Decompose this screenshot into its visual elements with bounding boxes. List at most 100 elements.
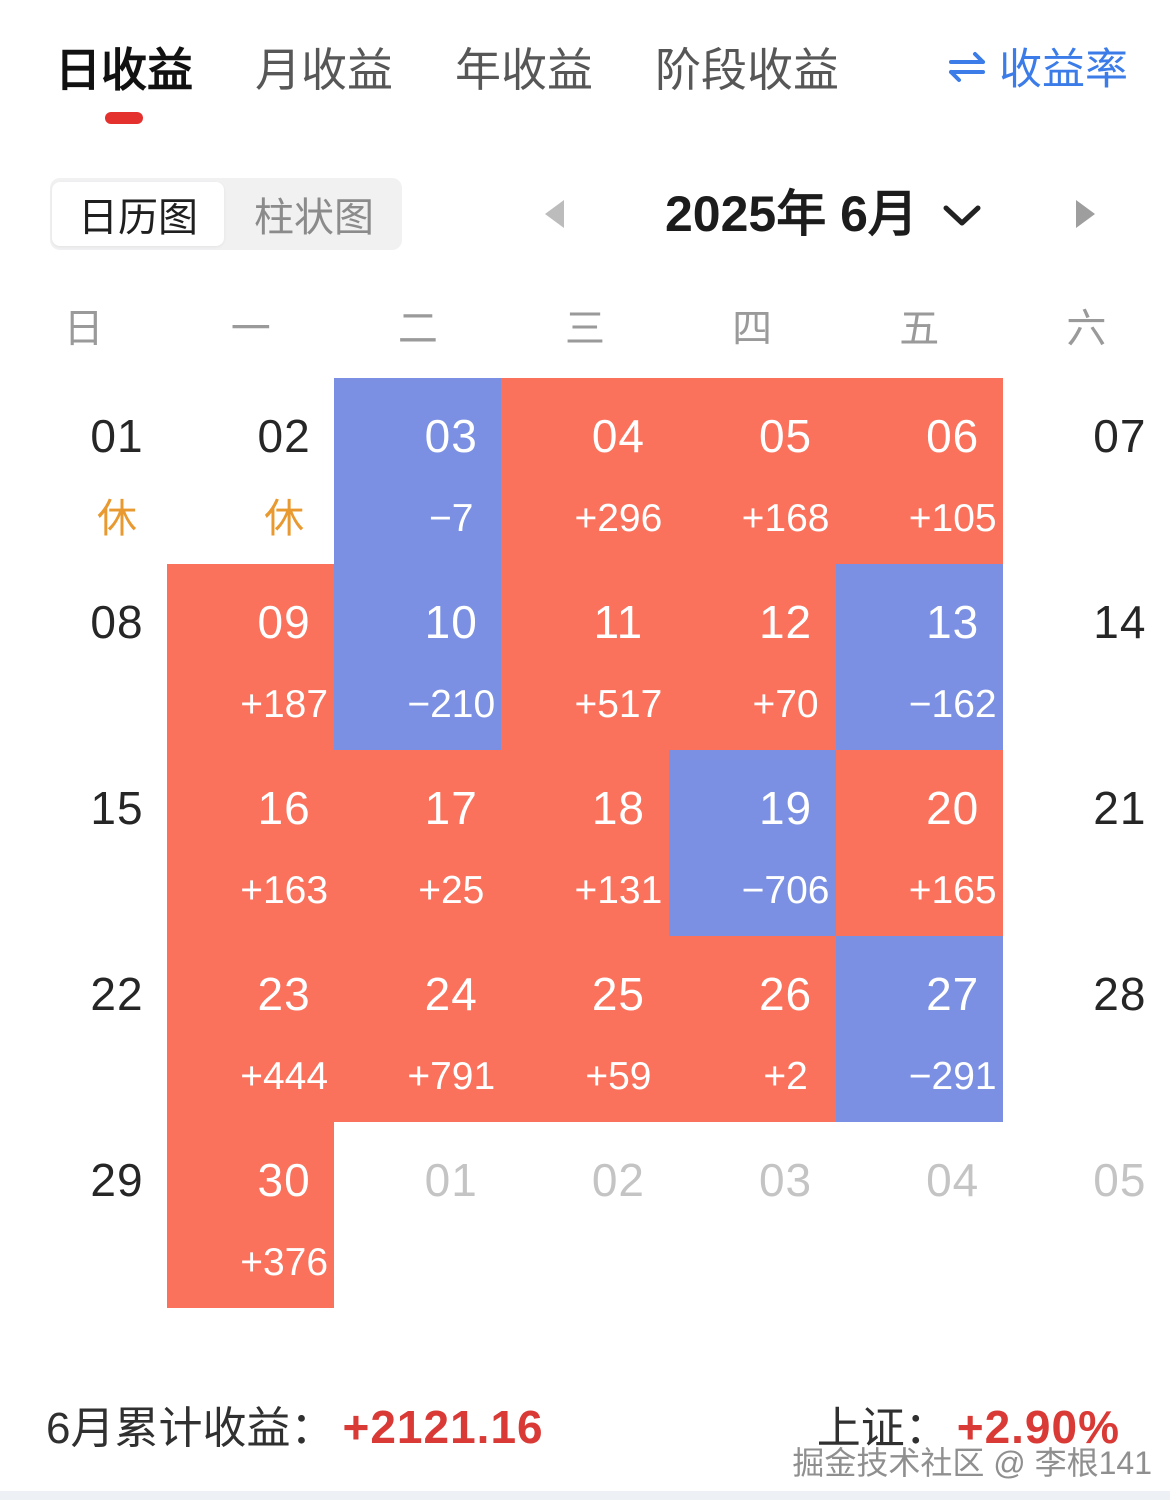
day-cell[interactable]: 18 +131	[501, 750, 669, 936]
day-number: 11	[593, 596, 644, 648]
day-cell[interactable]: 10 −210	[334, 564, 502, 750]
day-value: +2	[763, 1055, 808, 1098]
month-total-value: +2121.16	[342, 1401, 544, 1453]
day-number: 21	[1093, 782, 1147, 834]
day-number: 14	[1093, 596, 1147, 648]
day-number: 22	[90, 968, 144, 1020]
day-cell[interactable]: 01 休	[0, 378, 167, 564]
day-number: 29	[90, 1154, 144, 1206]
view-mode-switch: 日历图 柱状图	[50, 178, 402, 250]
day-value: +163	[240, 869, 329, 912]
day-number: 08	[90, 596, 144, 648]
day-number: 04	[926, 1154, 980, 1206]
day-number: 19	[758, 782, 813, 834]
day-number: 12	[758, 596, 813, 648]
tab-yearly-return[interactable]: 年收益	[455, 44, 593, 96]
calendar-week: 01 休 02 休 03 −7 04 +296 05 +168 06 +105 07	[0, 378, 1170, 564]
calendar-week: 22 23 +444 24 +791 25 +59 26 +2 27 −291 28	[0, 936, 1170, 1122]
weekday-tuesday: 二	[397, 307, 438, 351]
day-cell[interactable]: 05 +168	[668, 378, 836, 564]
chevron-down-icon[interactable]	[938, 202, 986, 235]
tab-daily-return[interactable]: 日收益	[55, 44, 193, 124]
weekday-sunday: 日	[63, 307, 104, 351]
day-number: 15	[90, 782, 144, 834]
day-cell[interactable]: 21	[1003, 750, 1170, 936]
tab-period-return[interactable]: 阶段收益	[655, 44, 839, 96]
day-number: 16	[257, 782, 311, 834]
day-value: 休	[96, 497, 137, 541]
day-value: +131	[574, 869, 663, 912]
day-cell[interactable]: 05	[1003, 1122, 1170, 1308]
day-cell[interactable]: 24 +791	[334, 936, 502, 1122]
day-cell[interactable]: 03	[669, 1122, 836, 1308]
day-value: +59	[585, 1055, 652, 1098]
day-cell[interactable]: 22	[0, 936, 167, 1122]
month-total-label: 6月累计收益：	[46, 1404, 335, 1453]
day-cell[interactable]: 06 +105	[835, 378, 1003, 564]
month-summary-bar: 6月累计收益： +2121.16 上证： +2.90%	[46, 1392, 1120, 1456]
day-number: 18	[591, 782, 645, 834]
day-cell[interactable]: 07	[1003, 378, 1170, 564]
view-option-bar-chart[interactable]: 柱状图	[254, 196, 374, 240]
weekday-saturday: 六	[1066, 307, 1107, 351]
day-number: 03	[758, 1154, 813, 1206]
day-cell[interactable]: 27 −291	[835, 936, 1003, 1122]
view-option-calendar[interactable]: 日历图	[52, 182, 224, 246]
day-cell[interactable]: 12 +70	[668, 564, 836, 750]
previous-month-arrow[interactable]	[545, 200, 564, 228]
day-cell[interactable]: 20 +165	[835, 750, 1003, 936]
day-cell[interactable]: 02 休	[167, 378, 334, 564]
day-cell[interactable]: 02	[501, 1122, 668, 1308]
controls-row: 日历图 柱状图 2025年 6月	[0, 178, 1170, 250]
day-cell[interactable]: 16 +163	[167, 750, 335, 936]
day-cell[interactable]: 17 +25	[334, 750, 502, 936]
day-cell[interactable]: 08	[0, 564, 167, 750]
day-cell[interactable]: 04 +296	[501, 378, 669, 564]
day-cell[interactable]: 29	[0, 1122, 167, 1308]
calendar-week: 08 09 +187 10 −210 11 +517 12 +70 13 −162 14	[0, 564, 1170, 750]
day-number: 26	[758, 968, 813, 1020]
profit-calendar: 01 休 02 休 03 −7 04 +296 05 +168 06 +105 07 08 …	[0, 378, 1170, 1308]
weekday-wednesday: 三	[564, 307, 605, 351]
weekday-thursday: 四	[732, 307, 773, 351]
day-number: 09	[257, 596, 311, 648]
day-cell[interactable]: 25 +59	[501, 936, 669, 1122]
day-value: +187	[240, 683, 329, 726]
day-cell[interactable]: 04	[836, 1122, 1003, 1308]
day-number: 04	[591, 410, 645, 462]
day-cell[interactable]: 14	[1003, 564, 1170, 750]
shanghai-index-label: 上证：	[816, 1404, 949, 1453]
day-value: −210	[407, 683, 496, 726]
day-number: 23	[257, 968, 311, 1020]
day-value: −706	[741, 869, 830, 912]
day-cell[interactable]: 28	[1003, 936, 1170, 1122]
weekday-header: 日 一 二 三 四 五 六	[0, 296, 1170, 351]
day-cell[interactable]: 23 +444	[167, 936, 335, 1122]
day-value: −7	[429, 497, 474, 540]
day-cell[interactable]: 09 +187	[167, 564, 335, 750]
month-title: 2025年 6月	[665, 186, 918, 242]
day-value: +376	[240, 1241, 329, 1284]
day-cell[interactable]: 26 +2	[668, 936, 836, 1122]
day-number: 13	[926, 596, 980, 648]
day-number: 06	[926, 410, 980, 462]
watermark-text: 掘金技术社区 @ 李根141	[792, 1445, 1152, 1481]
day-cell[interactable]: 03 −7	[334, 378, 502, 564]
day-cell[interactable]: 11 +517	[501, 564, 669, 750]
day-cell[interactable]: 15	[0, 750, 167, 936]
day-value: 休	[264, 497, 305, 541]
day-cell[interactable]: 01	[334, 1122, 501, 1308]
tab-yearly-return-label: 年收益	[455, 44, 593, 96]
rate-toggle-link[interactable]: 收益率	[945, 44, 1128, 96]
day-cell[interactable]: 13 −162	[835, 564, 1003, 750]
day-cell[interactable]: 19 −706	[668, 750, 836, 936]
next-month-arrow[interactable]	[1076, 200, 1095, 228]
day-number: 01	[90, 410, 144, 462]
tab-monthly-return[interactable]: 月收益	[255, 44, 393, 96]
day-number: 24	[424, 968, 478, 1020]
swap-icon	[945, 44, 989, 96]
day-number: 10	[424, 596, 478, 648]
day-number: 17	[424, 782, 478, 834]
day-value: +168	[741, 497, 830, 540]
day-cell[interactable]: 30 +376	[167, 1122, 335, 1308]
